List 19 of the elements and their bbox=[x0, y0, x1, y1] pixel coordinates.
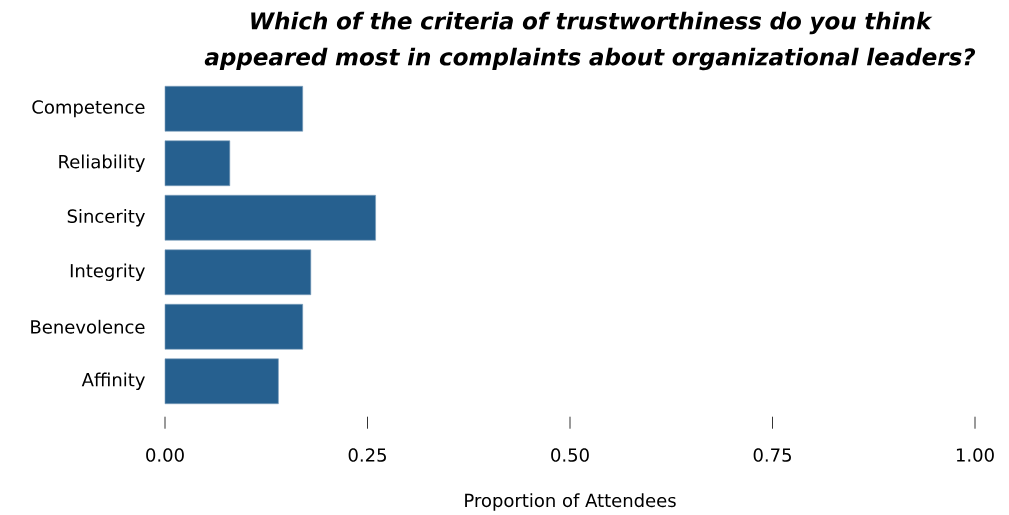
x-tick-label: 0.00 bbox=[146, 448, 184, 462]
x-tick-label: 0.25 bbox=[348, 448, 386, 462]
y-tick-label: Integrity bbox=[70, 263, 145, 281]
x-tick-label: 0.50 bbox=[551, 448, 589, 462]
chart-title: Which of the criteria of trustworthiness do you think appeared most in complaints about organizational leaders? bbox=[204, 11, 976, 71]
bar bbox=[164, 249, 312, 296]
bar bbox=[164, 85, 303, 132]
x-tick-label: 0.75 bbox=[753, 448, 791, 462]
y-tick-label: Reliability bbox=[59, 154, 145, 172]
bar bbox=[164, 140, 231, 187]
bar bbox=[164, 303, 303, 350]
y-tick-label: Sincerity bbox=[67, 209, 145, 227]
bar bbox=[164, 358, 279, 405]
y-tick-label: Affinity bbox=[81, 372, 145, 390]
x-tick-label: 1.00 bbox=[956, 448, 994, 462]
bar bbox=[164, 194, 376, 241]
y-tick-label: Benevolence bbox=[31, 319, 145, 334]
y-tick-label: Competence bbox=[32, 100, 145, 118]
x-axis-title: Proportion of Attendees bbox=[465, 493, 676, 511]
